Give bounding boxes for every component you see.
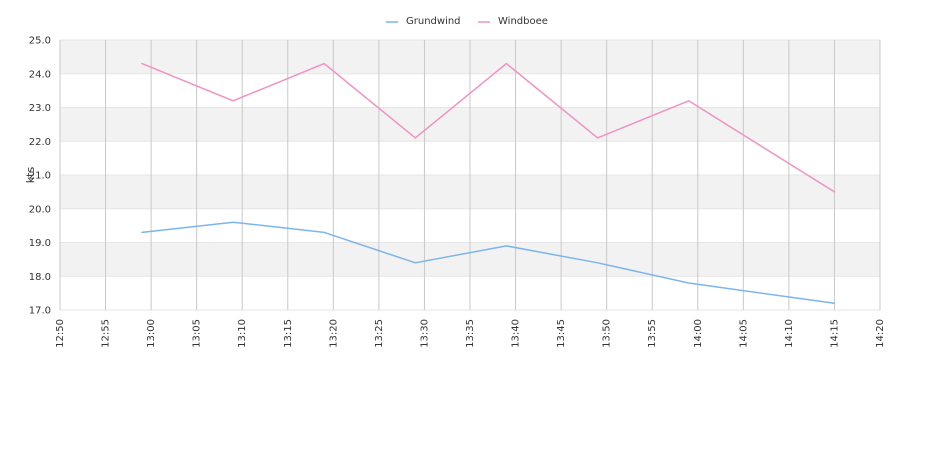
y-tick-label: 17.0 bbox=[29, 306, 51, 317]
x-tick-label: 13:35 bbox=[465, 319, 476, 348]
x-tick-label: 13:05 bbox=[192, 319, 203, 348]
series-line-windboee bbox=[141, 62, 836, 193]
x-tick-label: 12:50 bbox=[55, 319, 66, 348]
x-tick-label: 12:55 bbox=[101, 319, 112, 348]
x-tick-label: 13:00 bbox=[146, 319, 157, 348]
y-tick-label: 20.0 bbox=[29, 204, 51, 215]
x-axis-ticks: 12:50 12:55 13:00 13:05 13:10 13:15 13:20 13:25… bbox=[55, 319, 886, 348]
y-tick-label: 19.0 bbox=[29, 238, 51, 249]
x-tick-label: 13:25 bbox=[374, 319, 385, 348]
x-tick-label: 13:45 bbox=[556, 319, 567, 348]
x-tick-label: 13:15 bbox=[283, 319, 294, 348]
x-tick-label: 13:20 bbox=[328, 319, 339, 348]
x-tick-label: 14:10 bbox=[784, 319, 795, 348]
x-tick-label: 13:50 bbox=[602, 319, 613, 348]
y-tick-label: 18.0 bbox=[29, 272, 51, 283]
x-tick-label: 14:00 bbox=[693, 319, 704, 348]
y-tick-label: 21.0 bbox=[29, 171, 51, 182]
x-tick-label: 13:30 bbox=[419, 319, 430, 348]
y-tick-label: 23.0 bbox=[29, 103, 51, 114]
legend-label: Grundwind bbox=[406, 16, 461, 27]
legend: Grundwind Windboee bbox=[386, 16, 548, 27]
legend-label: Windboee bbox=[498, 16, 548, 27]
series-lines bbox=[141, 62, 836, 305]
x-tick-label: 14:20 bbox=[875, 319, 886, 348]
vertical-gridlines bbox=[59, 40, 881, 310]
y-axis-label: kts bbox=[24, 167, 37, 184]
series-line-grundwind bbox=[141, 221, 836, 305]
x-tick-label: 13:55 bbox=[647, 319, 658, 348]
y-axis-ticks: 17.0 18.0 19.0 20.0 21.0 22.0 23.0 24.0 25.0 bbox=[29, 36, 51, 317]
y-tick-label: 22.0 bbox=[29, 137, 51, 148]
x-tick-label: 13:40 bbox=[511, 319, 522, 348]
legend-item-grundwind[interactable]: Grundwind bbox=[386, 16, 461, 27]
y-tick-label: 24.0 bbox=[29, 69, 51, 80]
x-tick-label: 14:05 bbox=[738, 319, 749, 348]
legend-item-windboee[interactable]: Windboee bbox=[478, 16, 548, 27]
x-tick-label: 13:10 bbox=[237, 319, 248, 348]
x-tick-label: 14:15 bbox=[829, 319, 840, 348]
y-tick-label: 25.0 bbox=[29, 36, 51, 47]
